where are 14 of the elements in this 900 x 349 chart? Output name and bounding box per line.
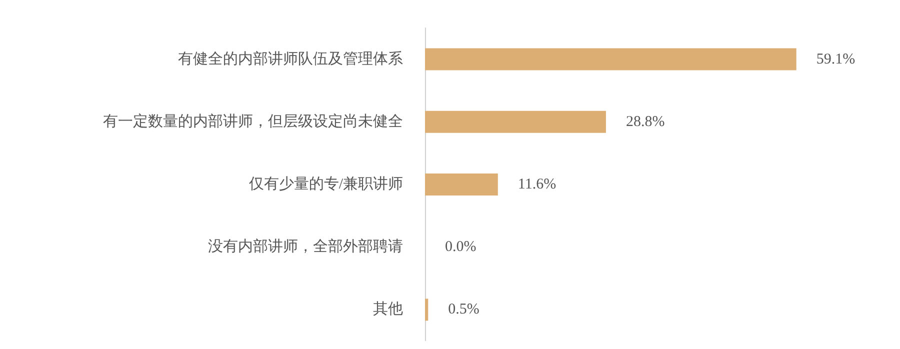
y-tick-label: 没有内部讲师，全部外部聘请 [208, 238, 403, 256]
data-label: 0.0% [445, 239, 476, 256]
y-tick-label: 有健全的内部讲师队伍及管理体系 [178, 50, 403, 68]
y-tick-label: 仅有少量的专/兼职讲师 [248, 176, 403, 192]
data-label: 28.8% [626, 114, 665, 130]
data-label: 11.6% [518, 176, 556, 192]
data-label: 59.1% [816, 51, 856, 68]
bar [425, 174, 498, 196]
data-label: 0.5% [448, 302, 480, 318]
y-tick-label: 其他 [373, 300, 403, 318]
bar [425, 298, 428, 321]
bar [425, 48, 796, 70]
bar [425, 110, 606, 133]
y-tick-label: 有一定数量的内部讲师，但层级设定尚未健全 [103, 112, 403, 130]
